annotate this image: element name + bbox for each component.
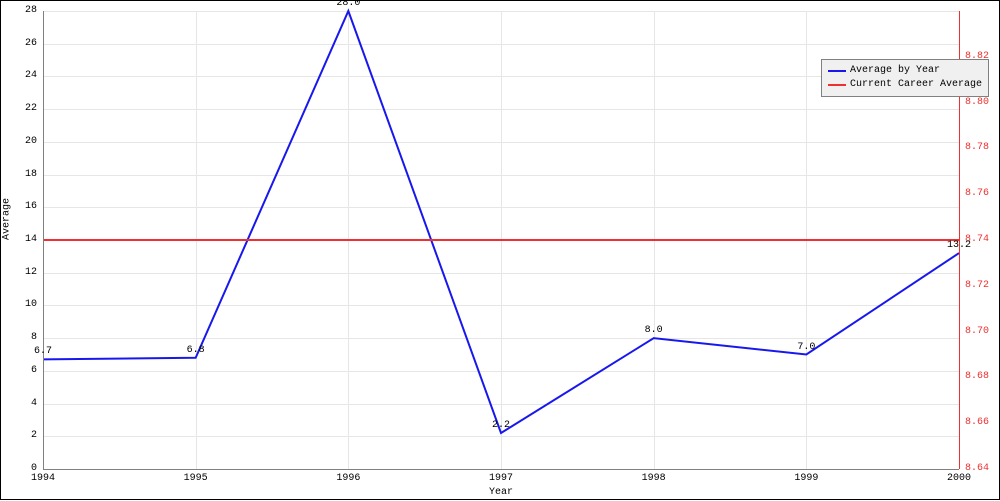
legend-swatch-icon — [828, 70, 846, 72]
y-right-tick-label: 8.64 — [965, 463, 989, 474]
y-left-tick-label: 20 — [25, 136, 37, 147]
data-point-label: 7.0 — [797, 342, 815, 353]
y-left-tick-label: 12 — [25, 267, 37, 278]
y-left-tick-label: 6 — [31, 365, 37, 376]
legend-label: Current Career Average — [850, 78, 982, 92]
y-left-tick-label: 24 — [25, 70, 37, 81]
y-left-tick-label: 10 — [25, 299, 37, 310]
legend-label: Average by Year — [850, 64, 940, 78]
y-right-tick-label: 8.70 — [965, 326, 989, 337]
legend-item: Average by Year — [828, 64, 982, 78]
x-tick-label: 1994 — [31, 473, 55, 484]
data-point-label: 2.2 — [492, 420, 510, 431]
x-tick-label: 1998 — [642, 473, 666, 484]
data-point-label: 6.8 — [187, 345, 205, 356]
x-tick-label: 1999 — [794, 473, 818, 484]
y-left-tick-label: 4 — [31, 398, 37, 409]
x-axis-title: Year — [489, 487, 513, 498]
data-point-label: 13.2 — [947, 240, 971, 251]
y-left-tick-label: 18 — [25, 169, 37, 180]
y-right-tick-label: 8.76 — [965, 188, 989, 199]
y-right-tick-label: 8.72 — [965, 280, 989, 291]
data-point-label: 8.0 — [645, 325, 663, 336]
y-left-tick-label: 26 — [25, 38, 37, 49]
y-left-tick-label: 14 — [25, 234, 37, 245]
x-tick-label: 1995 — [184, 473, 208, 484]
x-tick-label: 1996 — [336, 473, 360, 484]
chart-container: 0246810121416182022242628199419951996199… — [0, 0, 1000, 500]
y-right-tick-label: 8.78 — [965, 142, 989, 153]
y-axis-title: Average — [2, 198, 13, 240]
y-left-tick-label: 28 — [25, 5, 37, 16]
legend-item: Current Career Average — [828, 78, 982, 92]
legend-swatch-icon — [828, 84, 846, 86]
y-right-tick-label: 8.80 — [965, 97, 989, 108]
y-left-tick-label: 16 — [25, 201, 37, 212]
x-tick-label: 1997 — [489, 473, 513, 484]
x-tick-label: 2000 — [947, 473, 971, 484]
data-point-label: 6.7 — [34, 346, 52, 357]
data-point-label: 28.0 — [336, 0, 360, 9]
y-right-tick-label: 8.66 — [965, 417, 989, 428]
y-left-tick-label: 2 — [31, 430, 37, 441]
legend: Average by YearCurrent Career Average — [821, 59, 989, 97]
y-right-tick-label: 8.68 — [965, 371, 989, 382]
y-left-tick-label: 8 — [31, 332, 37, 343]
y-left-tick-label: 22 — [25, 103, 37, 114]
